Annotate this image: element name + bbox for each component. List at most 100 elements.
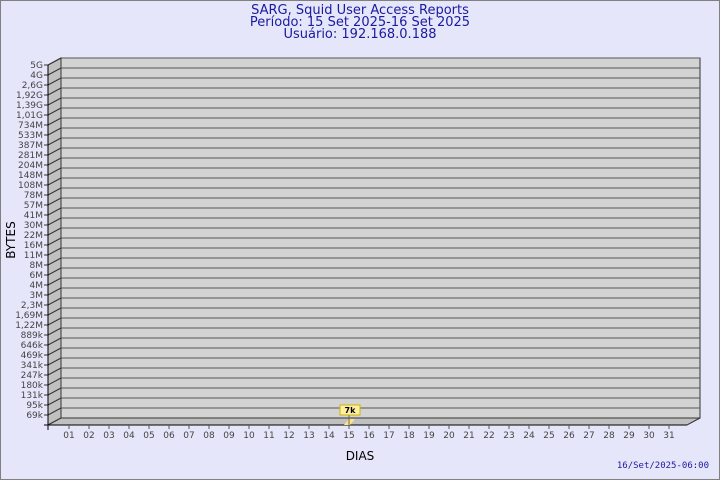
gridline-side	[47, 57, 62, 66]
gridline-side	[47, 237, 62, 246]
gridline-side	[47, 377, 62, 386]
y-tick-label: 1,69M	[15, 311, 43, 321]
x-tick-label: 20	[443, 431, 455, 441]
chart-period: Período: 15 Set 2025-16 Set 2025	[249, 15, 471, 30]
gridline-side	[47, 257, 62, 266]
y-tick-label: 148M	[18, 171, 43, 181]
gridline-side	[47, 317, 62, 326]
gridline-side	[47, 297, 62, 306]
bar-data-label: 7k	[345, 406, 357, 415]
x-tick-label: 31	[663, 431, 674, 441]
y-tick-label: 41M	[24, 211, 43, 221]
chart-title: SARG, Squid User Access Reports	[251, 3, 469, 18]
x-tick-label: 23	[503, 431, 514, 441]
gridline-side	[47, 267, 62, 276]
x-tick-label: 13	[303, 431, 314, 441]
gridline-side	[47, 137, 62, 146]
gridline-side	[47, 197, 62, 206]
x-tick-label: 25	[543, 431, 554, 441]
x-tick-label: 10	[243, 431, 255, 441]
x-tick-label: 26	[563, 431, 575, 441]
y-tick-label: 57M	[24, 201, 43, 211]
y-tick-label: 734M	[18, 121, 43, 131]
y-tick-label: 204M	[18, 161, 43, 171]
y-tick-label: 78M	[24, 191, 43, 201]
y-tick-label: 1,92G	[16, 91, 43, 101]
y-tick-label: 247k	[21, 371, 44, 381]
x-tick-label: 27	[583, 431, 594, 441]
gridline-side	[47, 177, 62, 186]
gridline-side	[47, 397, 62, 406]
gridline-side	[47, 167, 62, 176]
y-tick-label: 889k	[21, 331, 44, 341]
y-tick-label: 3M	[30, 291, 44, 301]
gridline-side	[47, 407, 62, 416]
y-tick-label: 11M	[24, 251, 43, 261]
y-tick-label: 4M	[30, 281, 44, 291]
y-tick-label: 387M	[18, 141, 43, 151]
y-tick-label: 8M	[30, 261, 44, 271]
y-tick-label: 533M	[18, 131, 43, 141]
gridline-side	[47, 287, 62, 296]
gridline-side	[47, 127, 62, 136]
x-tick-label: 30	[643, 431, 655, 441]
y-tick-label: 1,01G	[16, 111, 43, 121]
x-tick-label: 05	[143, 431, 154, 441]
plot-floor	[47, 417, 701, 426]
gridline-side	[47, 107, 62, 116]
bar-label-box	[339, 404, 361, 416]
y-tick-label: 1,39G	[16, 101, 43, 111]
x-tick-label: 16	[363, 431, 375, 441]
gridline-side	[47, 387, 62, 396]
gridline-side	[47, 187, 62, 196]
gridline-side	[47, 327, 62, 336]
x-tick-label: 11	[263, 431, 274, 441]
gridline-side	[47, 147, 62, 156]
x-tick-label: 03	[103, 431, 114, 441]
x-tick-label: 06	[163, 431, 175, 441]
x-tick-label: 09	[223, 431, 235, 441]
gridline-side	[47, 117, 62, 126]
gridline-side	[47, 357, 62, 366]
x-tick-label: 04	[123, 431, 135, 441]
x-tick-label: 24	[523, 431, 535, 441]
y-tick-label: 6M	[30, 271, 44, 281]
gridline-side	[47, 157, 62, 166]
y-tick-label: 95k	[26, 401, 43, 411]
gridline-side	[47, 67, 62, 76]
y-axis-title: BYTES	[4, 221, 18, 258]
x-tick-label: 18	[403, 431, 415, 441]
x-tick-label: 14	[323, 431, 335, 441]
x-tick-label: 08	[203, 431, 215, 441]
footer-timestamp: 16/Set/2025-06:00	[616, 461, 709, 471]
y-tick-label: 22M	[24, 231, 43, 241]
gridline-side	[47, 207, 62, 216]
x-tick-label: 15	[343, 431, 354, 441]
x-tick-label: 12	[283, 431, 294, 441]
chart-user: Usuário: 192.168.0.188	[283, 27, 437, 42]
gridline-side	[47, 307, 62, 316]
y-tick-label: 131k	[21, 391, 44, 401]
x-tick-label: 19	[423, 431, 435, 441]
y-tick-label: 281M	[18, 151, 43, 161]
x-tick-label: 17	[383, 431, 394, 441]
y-tick-label: 1,22M	[15, 321, 43, 331]
gridline-side	[47, 97, 62, 106]
gridline-side	[47, 87, 62, 96]
x-tick-label: 21	[463, 431, 474, 441]
gridline-side	[47, 337, 62, 346]
y-tick-label: 469k	[21, 351, 44, 361]
gridline-side	[47, 367, 62, 376]
x-tick-label: 22	[483, 431, 494, 441]
x-tick-label: 02	[83, 431, 94, 441]
gridline-side	[47, 277, 62, 286]
gridline-side	[47, 347, 62, 356]
x-tick-label: 28	[603, 431, 615, 441]
gridline-side	[47, 217, 62, 226]
gridline-side	[47, 77, 62, 86]
gridline-side	[47, 247, 62, 256]
y-tick-label: 646k	[21, 341, 44, 351]
y-tick-label: 2,6G	[22, 81, 43, 91]
y-tick-label: 4G	[30, 71, 43, 81]
